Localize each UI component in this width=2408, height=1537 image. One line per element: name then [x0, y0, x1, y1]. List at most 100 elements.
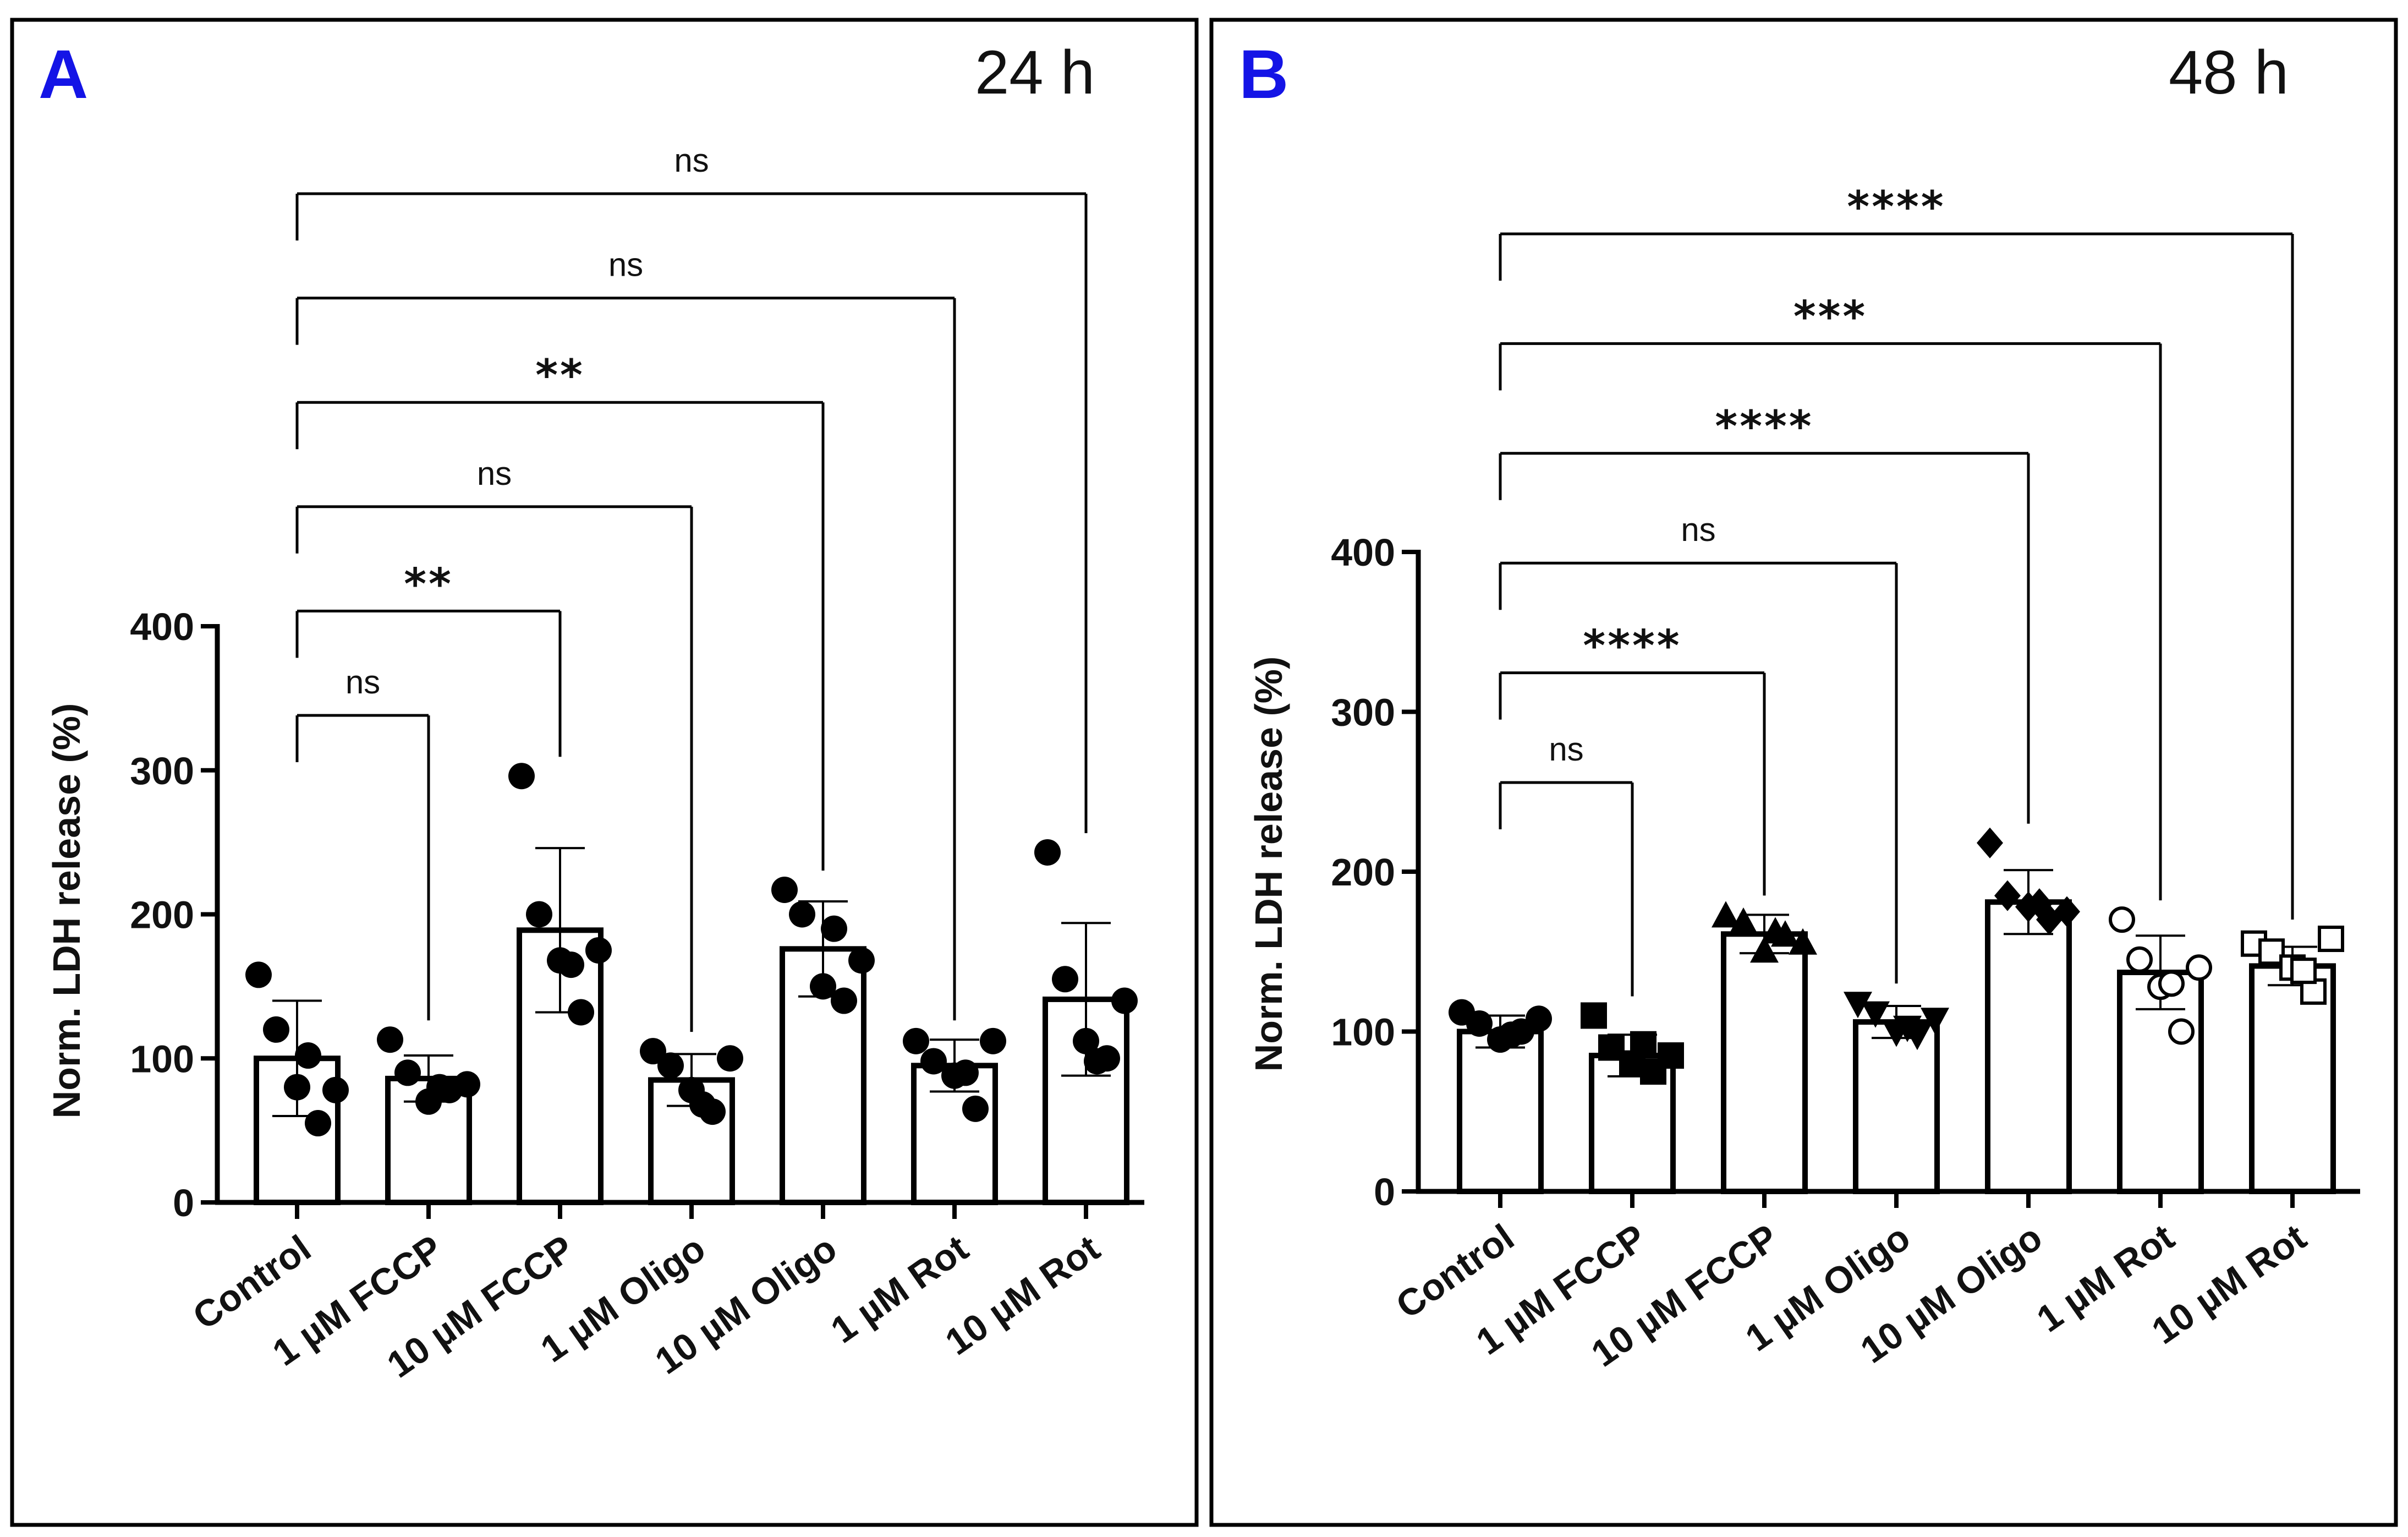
panel-a-data-point — [508, 763, 535, 790]
panel-b-significance-label: ns — [1549, 731, 1583, 768]
panel-a-data-point — [810, 973, 836, 1000]
panel-a-data-point — [962, 1095, 989, 1122]
panel-a-data-point — [263, 1016, 289, 1043]
panel-a-data-point — [1052, 966, 1078, 993]
panel-b-data-point — [1466, 1010, 1493, 1037]
panel-b-y-tick-label: 300 — [1331, 691, 1395, 734]
panel-b-significance-label: **** — [1583, 622, 1681, 671]
panel-a: A 24 h Norm. LDH release (%) 0 100 200 300 4… — [10, 18, 1199, 1527]
panel-b-data-point — [1729, 907, 1758, 934]
panel-b-letter: B — [1239, 36, 1288, 113]
panel-b-bar — [1457, 1029, 1544, 1194]
panel-a-data-point — [771, 877, 798, 904]
panel-a-data-point — [284, 1074, 310, 1101]
panel-a-timepoint: 24 h — [975, 38, 1095, 107]
panel-b-data-point — [2168, 1018, 2195, 1045]
panel-a-letter: A — [39, 36, 88, 113]
panel-a-data-point — [394, 1059, 421, 1086]
panel-a-data-point — [980, 1027, 1006, 1054]
panel-a-y-tick-label: 200 — [130, 894, 194, 937]
panel-b-data-point — [1789, 928, 1817, 955]
panel-b-data-point — [2158, 970, 2185, 997]
panel-a-data-point — [920, 1048, 947, 1075]
panel-b-data-point — [1977, 827, 2003, 858]
panel-a-data-point — [526, 901, 552, 928]
panel-b-bar — [1985, 899, 2072, 1194]
panel-b-data-point — [1861, 1001, 1890, 1028]
panel-a-data-point — [657, 1052, 684, 1079]
panel-a-data-point — [952, 1059, 979, 1086]
panel-a-data-point — [903, 1027, 929, 1054]
panel-b-data-point — [2186, 954, 2212, 981]
panel-b-data-point — [1498, 1021, 1524, 1048]
panel-a-data-point — [1084, 1048, 1110, 1075]
panel-b-data-point — [2026, 888, 2053, 920]
panel-b-data-point — [2109, 906, 2135, 933]
panel-b-timepoint: 48 h — [2169, 38, 2289, 107]
panel-a-data-point — [848, 947, 875, 974]
panel-a-y-tick-label: 400 — [130, 605, 194, 648]
panel-b-frame — [1209, 18, 2398, 1527]
panel-a-significance-label: ns — [477, 455, 512, 492]
panel-a-data-point — [1111, 987, 1138, 1014]
panel-a-data-point — [377, 1026, 403, 1053]
panel-b-significance-label: ns — [1681, 511, 1715, 548]
panel-b-data-point — [1844, 992, 1872, 1019]
panel-a-data-point — [640, 1038, 666, 1065]
panel-a-data-point — [426, 1074, 453, 1101]
panel-a-frame — [10, 18, 1199, 1527]
panel-b-bar — [1721, 931, 1808, 1195]
panel-b-data-point — [2054, 896, 2080, 927]
panel-b-data-point — [1994, 880, 2021, 911]
panel-a-y-axis-label: Norm. LDH release (%) — [45, 703, 88, 1119]
panel-a-data-point — [1073, 1027, 1099, 1054]
panel-b-significance-label: *** — [1793, 292, 1867, 342]
panel-b-bar — [1853, 1019, 1940, 1194]
panel-a-data-point — [831, 987, 857, 1014]
panel-b-data-point — [1526, 1005, 1552, 1032]
panel-b-y-tick-label: 100 — [1331, 1011, 1395, 1054]
panel-a-data-point — [322, 1076, 349, 1103]
panel-b-significance-label: **** — [1847, 183, 1945, 232]
panel-b-data-point — [1893, 1015, 1922, 1042]
panel-b-data-point — [1921, 1008, 1949, 1035]
panel-a-data-point — [821, 915, 847, 942]
panel-a-data-point — [454, 1071, 480, 1098]
panel-b: B 48 h Norm. LDH release (%) 0 100 200 300 4… — [1209, 18, 2398, 1527]
panel-a-data-point — [585, 937, 612, 964]
panel-b-data-point — [2126, 946, 2153, 973]
panel-b-y-tick-label: 400 — [1331, 531, 1395, 574]
panel-a-data-point — [305, 1110, 331, 1137]
panel-a-significance-label: ns — [345, 664, 380, 701]
panel-b-data-point — [2318, 926, 2344, 953]
panel-a-data-point — [295, 1042, 321, 1069]
panel-a-data-point — [1034, 839, 1061, 866]
panel-a-data-point — [245, 961, 272, 988]
panel-a-significance-label: ns — [674, 142, 709, 179]
panel-b-y-tick-label: 0 — [1374, 1170, 1395, 1213]
panel-b-data-point — [1630, 1031, 1656, 1058]
panel-a-data-point — [789, 901, 815, 928]
panel-b-data-point — [2290, 958, 2317, 984]
panel-b-data-point — [1658, 1042, 1684, 1069]
panel-a-y-tick-label: 300 — [130, 750, 194, 792]
panel-a-significance-label: ** — [404, 560, 453, 609]
panel-b-significance-label: **** — [1715, 402, 1813, 452]
panel-b-y-tick-label: 200 — [1331, 851, 1395, 894]
panel-a-y-tick-label: 100 — [130, 1037, 194, 1080]
panel-a-data-point — [568, 999, 594, 1026]
panel-a-data-point — [717, 1045, 743, 1072]
panel-a-data-point — [558, 951, 584, 978]
panel-a-significance-label: ns — [608, 247, 643, 283]
panel-b-data-point — [1761, 917, 1790, 944]
panel-b-data-point — [1750, 936, 1779, 963]
panel-b-data-point — [1581, 1002, 1607, 1029]
panel-a-data-point — [689, 1091, 716, 1118]
panel-b-data-point — [1712, 901, 1740, 928]
panel-b-y-axis-label: Norm. LDH release (%) — [1247, 657, 1290, 1072]
panel-a-y-tick-label: 0 — [173, 1182, 194, 1224]
panel-a-significance-label: ** — [535, 351, 585, 401]
